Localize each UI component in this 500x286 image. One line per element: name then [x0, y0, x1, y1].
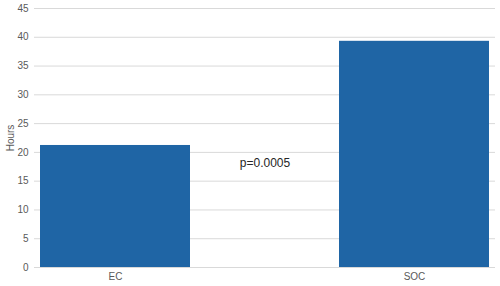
svg-text:p=0.0005: p=0.0005	[240, 156, 291, 170]
svg-text:25: 25	[17, 118, 29, 129]
svg-text:Hours: Hours	[5, 125, 16, 152]
svg-text:35: 35	[17, 60, 29, 71]
svg-text:30: 30	[17, 89, 29, 100]
svg-text:SOC: SOC	[404, 271, 426, 282]
svg-text:10: 10	[17, 204, 29, 215]
svg-text:0: 0	[23, 262, 29, 273]
svg-text:20: 20	[17, 147, 29, 158]
svg-text:40: 40	[17, 31, 29, 42]
svg-text:5: 5	[23, 233, 29, 244]
svg-text:45: 45	[17, 3, 29, 14]
svg-text:EC: EC	[109, 271, 123, 282]
svg-text:15: 15	[17, 175, 29, 186]
